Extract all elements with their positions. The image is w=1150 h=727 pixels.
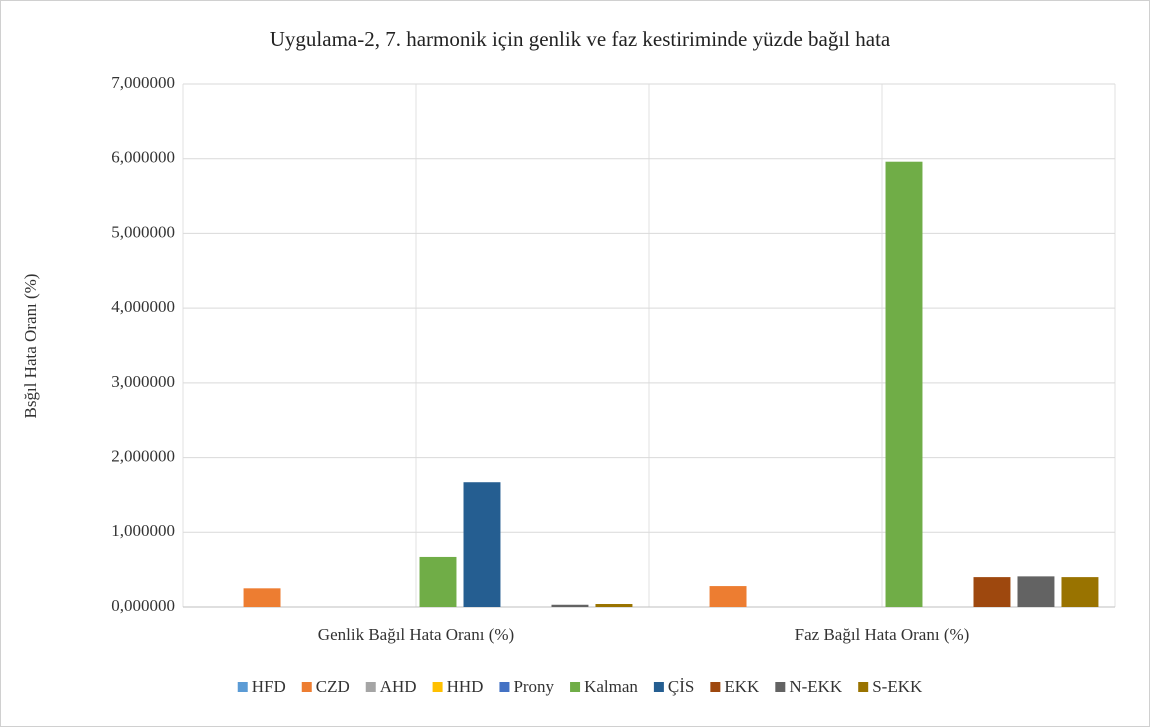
y-tick-label: 4,000000	[111, 297, 175, 316]
legend-swatch	[301, 682, 312, 692]
legend-swatch	[570, 682, 581, 692]
bar	[1017, 576, 1055, 607]
legend-label: Prony	[513, 677, 554, 696]
bar	[551, 604, 589, 607]
y-tick-label: 1,000000	[111, 521, 175, 540]
bar	[243, 588, 281, 607]
bar	[709, 586, 747, 607]
chart-title: Uygulama-2, 7. harmonik için genlik ve f…	[270, 27, 891, 51]
legend-swatch	[365, 682, 376, 692]
legend-swatch	[775, 682, 786, 692]
legend-label: EKK	[724, 677, 760, 696]
y-tick-label: 6,000000	[111, 148, 175, 167]
legend-label: AHD	[380, 677, 417, 696]
legend-label: HHD	[447, 677, 484, 696]
legend-label: Kalman	[584, 677, 638, 696]
x-tick-label: Genlik Bağıl Hata Oranı (%)	[318, 625, 514, 644]
legend-swatch	[858, 682, 869, 692]
y-tick-label: 0,000000	[111, 596, 175, 615]
bar	[595, 604, 633, 607]
legend-swatch	[237, 682, 248, 692]
y-tick-label: 2,000000	[111, 446, 175, 465]
bar	[885, 161, 923, 607]
y-tick-label: 7,000000	[111, 73, 175, 92]
legend-label: HFD	[252, 677, 286, 696]
y-tick-label: 3,000000	[111, 372, 175, 391]
y-axis-label: Bsğıl Hata Oranı (%)	[21, 274, 40, 419]
legend-label: S-EKK	[872, 677, 923, 696]
legend-label: CZD	[316, 677, 350, 696]
legend-swatch	[432, 682, 443, 692]
bar	[1061, 577, 1099, 607]
legend-swatch	[653, 682, 664, 692]
bar	[419, 556, 457, 607]
legend-swatch	[710, 682, 721, 692]
bar	[973, 577, 1011, 607]
legend-label: ÇİS	[668, 677, 694, 696]
legend-label: N-EKK	[789, 677, 843, 696]
legend-swatch	[499, 682, 510, 692]
bar	[463, 482, 501, 607]
x-tick-label: Faz Bağıl Hata Oranı (%)	[795, 625, 970, 644]
y-tick-label: 5,000000	[111, 222, 175, 241]
